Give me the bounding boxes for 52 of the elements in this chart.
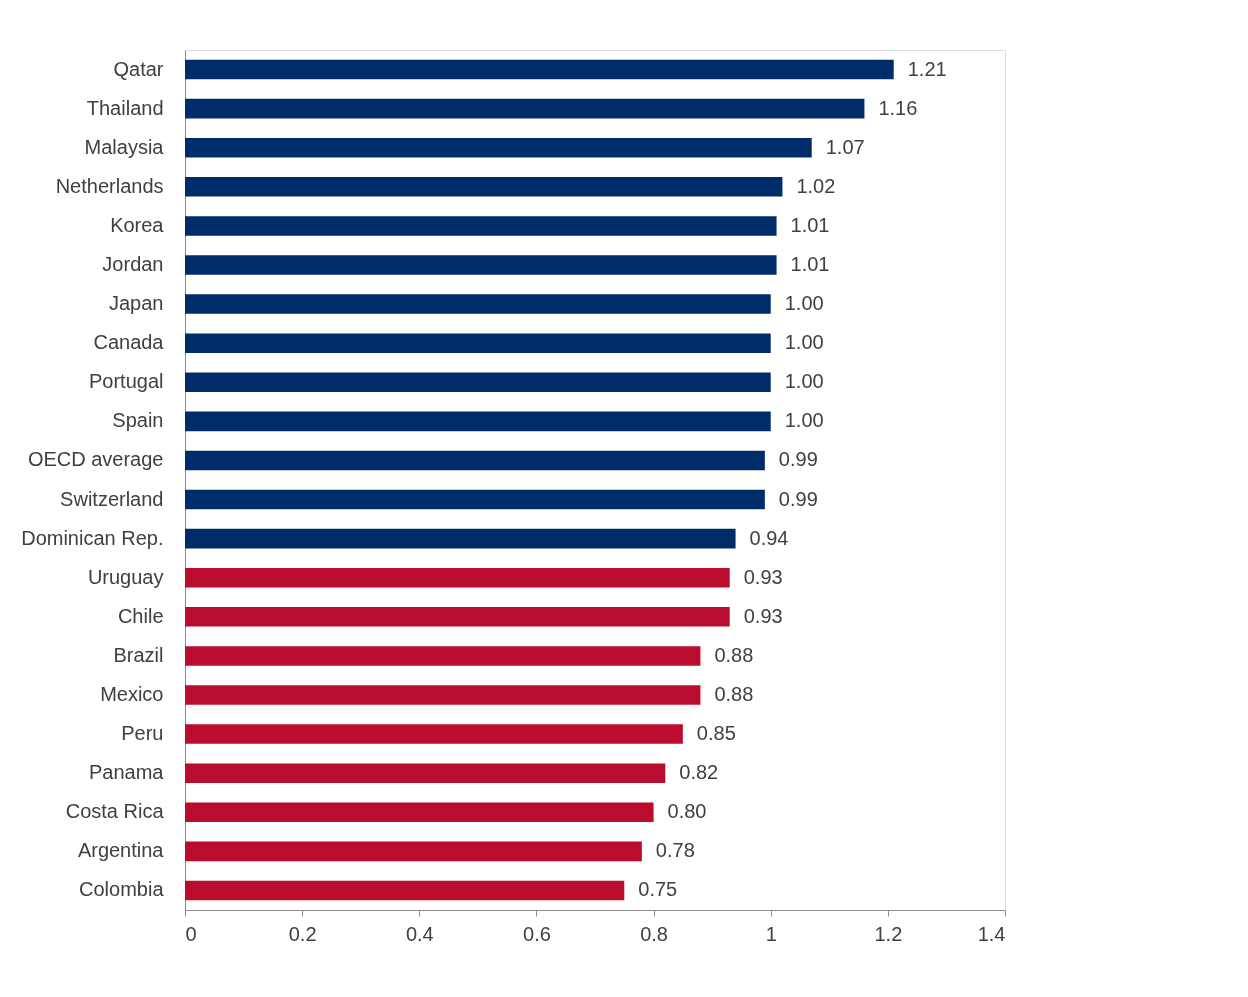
data-label: 0.75	[638, 878, 678, 901]
y-tick-label: Thailand	[86, 96, 164, 119]
y-tick-label: Spain	[112, 409, 164, 432]
y-tick-label: OECD average	[27, 448, 164, 471]
x-tick-label: 0.6	[523, 922, 551, 945]
x-tick-label: 0.4	[405, 922, 434, 945]
data-label: 1.01	[790, 213, 830, 236]
data-label: 1.00	[784, 292, 824, 315]
data-label: 0.93	[743, 604, 783, 627]
y-tick-label: Panama	[89, 761, 165, 784]
y-tick-label: Uruguay	[87, 565, 164, 588]
data-label: 0.82	[679, 761, 719, 784]
y-tick-label: Argentina	[77, 839, 165, 862]
x-tick-label: 0	[185, 922, 197, 945]
data-label: 1.21	[907, 57, 947, 80]
data-label: 1.07	[825, 135, 865, 158]
data-label: 0.94	[749, 526, 789, 549]
y-tick-label: Costa Rica	[65, 800, 165, 823]
data-label: 1.02	[796, 174, 836, 197]
x-tick-label: 0.2	[288, 922, 317, 945]
y-tick-label: Portugal	[89, 370, 164, 393]
data-label: 0.80	[667, 800, 707, 823]
y-tick-label: Malaysia	[84, 135, 165, 158]
y-tick-label: Mexico	[100, 683, 164, 705]
y-tick-label: Jordan	[102, 253, 164, 275]
data-label: 0.93	[743, 565, 783, 588]
y-tick-label: Colombia	[79, 878, 165, 901]
y-tick-label: Canada	[93, 331, 165, 354]
data-label: 0.88	[714, 683, 754, 705]
y-tick-label: Brazil	[113, 643, 164, 666]
data-label: 0.88	[714, 643, 754, 666]
y-tick-label: Switzerland	[60, 487, 164, 510]
data-label: 1.00	[784, 370, 824, 393]
x-tick-label: 0.8	[640, 922, 668, 945]
y-tick-label: Peru	[121, 722, 164, 745]
data-label: 1.00	[784, 409, 824, 432]
data-label: 0.99	[778, 487, 818, 510]
data-label: 1.01	[790, 253, 830, 275]
data-label: 0.99	[778, 448, 818, 471]
data-label: 0.78	[655, 839, 695, 862]
y-tick-label: Japan	[109, 292, 164, 315]
y-tick-label: Qatar	[113, 57, 164, 80]
x-tick-label: 1	[765, 922, 777, 945]
x-tick-label: 1.2	[874, 922, 903, 945]
data-label: 1.00	[784, 331, 824, 354]
data-label: 1.16	[878, 96, 918, 119]
y-tick-label: Chile	[117, 604, 164, 627]
data-label: 0.85	[696, 722, 736, 745]
y-tick-label: Dominican Rep.	[21, 526, 164, 549]
x-tick-label: 1.4	[977, 922, 1006, 945]
y-tick-label: Korea	[110, 213, 165, 236]
y-tick-label: Netherlands	[55, 174, 164, 197]
